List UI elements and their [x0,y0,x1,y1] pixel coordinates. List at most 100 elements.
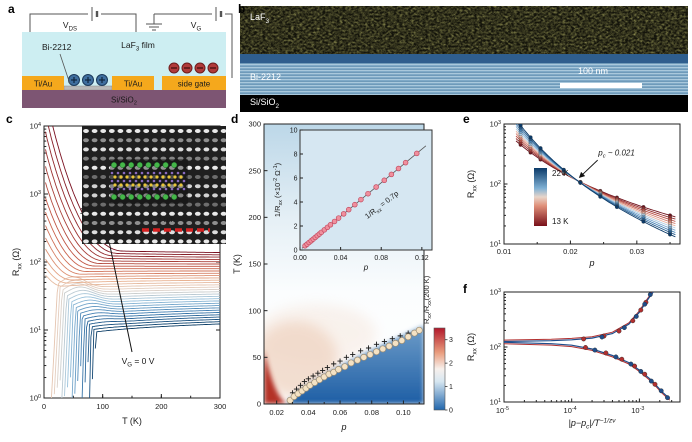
svg-text:p: p [340,422,346,432]
svg-text:pc ~ 0.021: pc ~ 0.021 [597,148,635,159]
substrate-region [22,90,226,108]
svg-text:100: 100 [30,394,41,403]
svg-text:200: 200 [248,213,261,222]
electrode-mid [112,76,154,90]
ground-symbol [146,23,162,31]
svg-text:0.12: 0.12 [415,255,429,262]
svg-text:p: p [363,263,369,272]
svg-text:0.06: 0.06 [333,408,348,417]
bi2212-layer [240,63,688,95]
svg-text:101: 101 [30,326,41,335]
substrate-label: Si/SiO2 [111,96,137,107]
svg-text:Rxx (Ω): Rxx (Ω) [466,333,479,361]
panel-d-label: d [231,112,239,126]
interface-layer [240,54,688,63]
svg-text:102: 102 [30,258,41,267]
svg-text:T (K): T (K) [232,254,242,274]
panel-d-phase-diagram: 0.02 0.04 0.06 0.08 0.10 0 50 100 150 200 250 300 p T… [230,114,460,440]
svg-text:10: 10 [290,127,298,134]
svg-text:Rxx (Ω): Rxx (Ω) [11,248,24,276]
svg-text:0: 0 [257,400,261,409]
svg-text:2: 2 [449,361,453,368]
panel-e-crossing-plot: 0.01 0.02 0.03 101 102 103 p Rxx (Ω) 22 K 13 K pc … [464,114,690,284]
positive-carriers [68,74,108,86]
scale-bar-100nm [560,83,642,88]
substrate-layer [240,95,688,112]
scale-bar-label: 100 nm [578,66,609,76]
svg-text:102: 102 [490,180,501,189]
panel-e-label: e [463,112,470,126]
svg-text:10-4: 10-4 [564,406,577,415]
svg-text:0.01: 0.01 [497,247,512,256]
svg-text:101: 101 [490,398,501,407]
tem-cross-section [240,6,688,112]
side-gate-electrode [162,76,226,90]
svg-text:2 nm: 2 nm [157,215,175,224]
svg-text:0: 0 [294,247,298,254]
svg-text:10-3: 10-3 [631,406,644,415]
svg-text:103: 103 [30,190,41,199]
panel-b-tem-image: LaF3 Bi-2212 Si/SiO2 100 nm [240,4,688,114]
svg-text:0: 0 [42,402,46,411]
svg-text:10-5: 10-5 [496,406,509,415]
bi2212-flake [63,85,113,91]
electrode-left [22,76,64,90]
svg-text:101: 101 [490,240,501,249]
battery-symbol-vg [215,7,223,21]
svg-text:2: 2 [294,223,298,230]
svg-text:300: 300 [248,120,261,129]
svg-text:250: 250 [248,166,261,175]
svg-text:0.02: 0.02 [563,247,578,256]
svg-text:50: 50 [253,353,261,362]
svg-text:103: 103 [490,288,501,297]
svg-text:4: 4 [294,199,298,206]
panel-c-inset-tem: 2 nm [82,126,227,249]
svg-text:1: 1 [449,384,453,391]
svg-text:T (K): T (K) [122,416,142,426]
panel-a-device-schematic: VDS VG LaF3 film Bi-2212 Ti/Au Ti/Au sid… [8,4,234,114]
tem-bi2212-label: Bi-2212 [250,72,282,82]
svg-text:100: 100 [248,306,261,315]
svg-text:6: 6 [294,175,298,182]
panel-a-label: a [8,2,15,16]
svg-text:Rxx (Ω): Rxx (Ω) [466,170,479,198]
svg-text:103: 103 [490,120,501,129]
electrode-mid-label: Ti/Au [124,80,142,89]
vg-label: VG [191,20,202,32]
svg-text:8: 8 [294,151,298,158]
panel-b-label: b [238,2,246,16]
svg-text:100: 100 [96,402,109,411]
bi2212-pointer-line [59,53,71,85]
device-schematic-drawing: VDS VG LaF3 film Bi-2212 Ti/Au Ti/Au sid… [22,7,233,108]
atomic-tem-inset: 2 nm [82,126,227,244]
phase-diagram-chart: 0.02 0.04 0.06 0.08 0.10050100150200250300pT… [232,120,453,432]
svg-text:0.04: 0.04 [334,255,348,262]
laf3-film-label: LaF3 film [121,40,155,52]
panel-c-label: c [6,112,13,126]
svg-text:0.00: 0.00 [293,255,307,262]
panel-f-label: f [463,282,467,296]
svg-text:0: 0 [449,408,453,415]
svg-text:0.10: 0.10 [396,408,411,417]
svg-text:104: 104 [30,122,41,131]
svg-text:22 K: 22 K [552,169,569,178]
svg-text:0.04: 0.04 [301,408,316,417]
svg-text:150: 150 [248,260,261,269]
svg-text:VG = 0 V: VG = 0 V [122,356,155,368]
svg-text:0.08: 0.08 [374,255,388,262]
svg-text:p: p [588,258,594,268]
negative-carriers [168,62,219,74]
svg-text:200: 200 [155,402,168,411]
tem-laf3-label: LaF3 [250,12,270,25]
svg-text:1/Rxx (×10-2 Ω-1): 1/Rxx (×10-2 Ω-1) [273,162,284,217]
tem-substrate-label: Si/SiO2 [250,97,280,110]
svg-text:300: 300 [214,402,227,411]
svg-text:0.02: 0.02 [269,408,284,417]
svg-text:13 K: 13 K [552,217,569,226]
panel-f-scaling-plot: 10-5 10-4 10-3 101 102 103 |p−pc|/T−1/zν Rxx (Ω… [464,284,690,440]
scaling-collapse-chart: 10-5 10-4 10-3 101 102 103 |p−pc|/T−1/zν Rxx (Ω… [466,288,681,431]
svg-text:0.08: 0.08 [364,408,379,417]
svg-text:|p−pc|/T−1/zν: |p−pc|/T−1/zν [569,418,617,431]
vds-label: VDS [63,20,77,32]
